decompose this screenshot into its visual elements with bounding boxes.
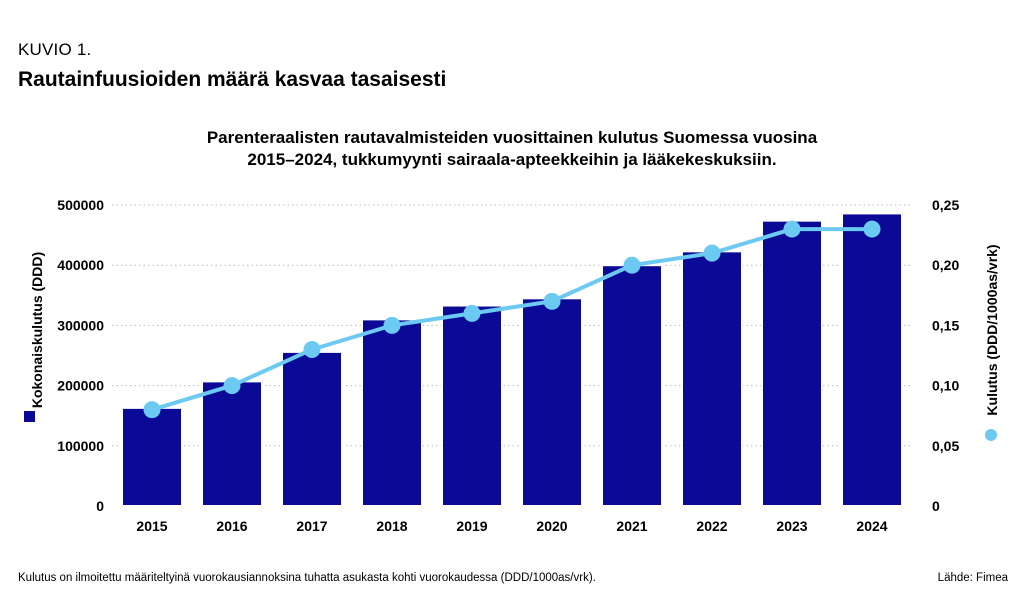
y-axis-right-title: Kulutus (DDD/1000as/vrk) (984, 244, 1000, 415)
line-point-2020 (543, 292, 561, 310)
footnote: Kulutus on ilmoitettu määriteltyinä vuor… (18, 572, 596, 584)
x-tick-label: 2022 (696, 518, 727, 534)
figure-title: Rautainfuusioiden määrä kasvaa tasaisest… (18, 68, 447, 91)
bar-2023 (761, 219, 823, 507)
bar-2017 (281, 350, 343, 507)
bar-2021 (601, 264, 663, 508)
line-point-2024 (863, 220, 881, 238)
y-tick-label-right: 0 (932, 498, 940, 514)
line-path (151, 227, 872, 412)
bar-2015 (121, 406, 183, 507)
y-tick-label-right: 0,25 (932, 197, 959, 213)
line-point-2023 (783, 220, 801, 238)
x-tick-label: 2017 (296, 518, 327, 534)
x-tick-label: 2019 (456, 518, 487, 534)
line-point-2017 (303, 340, 321, 358)
bar-series (121, 212, 903, 508)
y-tick-label-right: 0,05 (932, 438, 959, 454)
source-note: Lähde: Fimea (937, 572, 1008, 584)
x-tick-label: 2016 (216, 518, 247, 534)
legend-bar-marker (24, 411, 35, 422)
bar-2019 (441, 304, 503, 507)
line-series (143, 220, 881, 419)
bar-2020 (521, 297, 583, 507)
y-tick-label-right: 0,15 (932, 317, 959, 333)
y-tick-label-left: 0 (96, 498, 104, 514)
y-axis-left-title: Kokonaiskulutus (DDD) (29, 252, 45, 408)
bar-2022 (681, 250, 743, 507)
figure-label: KUVIO 1. (18, 40, 92, 59)
y-tick-label-left: 500000 (57, 197, 104, 213)
bar-2018 (361, 318, 423, 507)
y-tick-label-left: 200000 (57, 378, 104, 394)
line-point-2019 (463, 304, 481, 322)
chart-title-line-2: 2015–2024, tukkumyynti sairaala-apteekke… (247, 150, 777, 169)
x-tick-label: 2024 (856, 518, 887, 534)
y-tick-label-left: 400000 (57, 257, 104, 273)
y-tick-label-left: 300000 (57, 317, 104, 333)
line-point-2016 (223, 377, 241, 395)
x-tick-label: 2018 (376, 518, 407, 534)
chart-title-line-1: Parenteraalisten rautavalmisteiden vuosi… (206, 128, 818, 147)
x-tick-label: 2021 (616, 518, 647, 534)
line-point-2018 (383, 316, 401, 334)
bar-2016 (201, 380, 263, 507)
y-tick-label-left: 100000 (57, 438, 104, 454)
y-tick-label-right: 0,20 (932, 257, 959, 273)
x-tick-label: 2020 (536, 518, 567, 534)
chart-title: Parenteraalisten rautavalmisteiden vuosi… (150, 127, 874, 171)
legend-line-marker (985, 429, 997, 441)
line-point-2022 (703, 244, 721, 262)
axis-ticks: 0 0 100000 0,05 200000 0,10 300000 0,15 400000 0,… (57, 197, 959, 534)
y-tick-label-right: 0,10 (932, 378, 959, 394)
line-point-2015 (143, 401, 161, 419)
bar-2024 (841, 212, 903, 507)
line-point-2021 (623, 256, 641, 274)
x-tick-label: 2015 (136, 518, 167, 534)
axis-titles: Kokonaiskulutus (DDD) Kulutus (DDD/1000a… (24, 244, 1000, 441)
x-tick-label: 2023 (776, 518, 807, 534)
